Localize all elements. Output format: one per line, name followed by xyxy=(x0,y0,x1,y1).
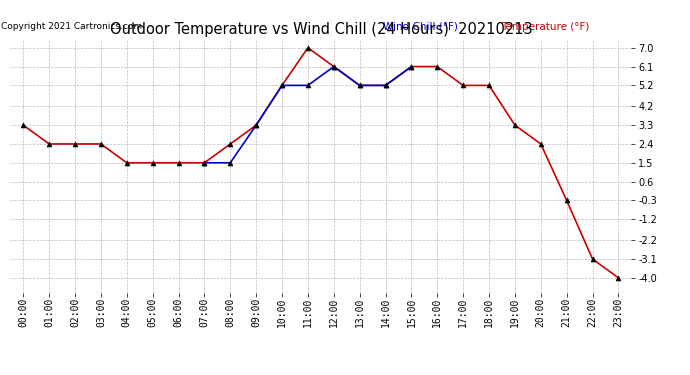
Text: Copyright 2021 Cartronics.com: Copyright 2021 Cartronics.com xyxy=(1,22,142,31)
Text: Wind Chill (°F): Wind Chill (°F) xyxy=(383,22,458,32)
Text: Temperature (°F): Temperature (°F) xyxy=(501,22,589,32)
Title: Outdoor Temperature vs Wind Chill (24 Hours)  20210213: Outdoor Temperature vs Wind Chill (24 Ho… xyxy=(110,22,532,37)
